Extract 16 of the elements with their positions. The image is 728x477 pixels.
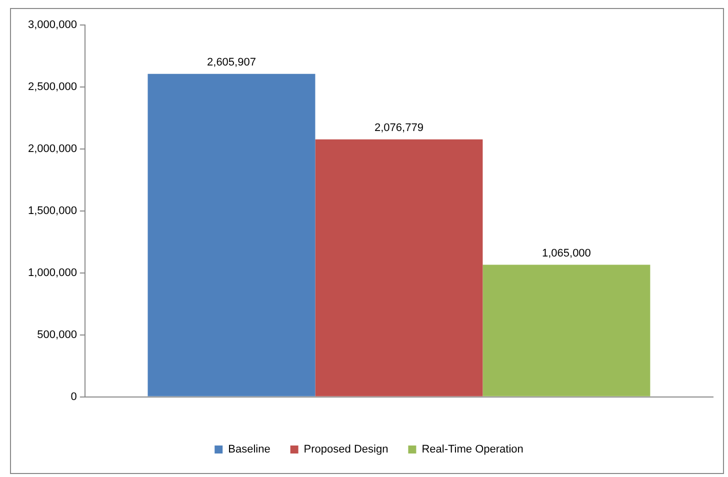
- bar: [148, 74, 316, 396]
- y-tick-label: 2,000,000: [28, 142, 77, 155]
- bar: [315, 139, 483, 396]
- y-tick-label: 0: [70, 390, 77, 403]
- legend-label: Proposed Design: [304, 444, 388, 456]
- y-tick-label: 500,000: [37, 328, 77, 341]
- y-tick-label: 2,500,000: [28, 81, 77, 93]
- data-label: 2,605,907: [207, 56, 256, 68]
- y-tick-label: 3,000,000: [28, 19, 77, 32]
- bar: [482, 264, 650, 396]
- data-label: 1,065,000: [542, 247, 591, 260]
- legend-label: Baseline: [228, 444, 270, 456]
- legend-label: Real-Time Operation: [422, 444, 524, 456]
- y-tick-label: 1,000,000: [28, 266, 77, 279]
- data-label: 2,076,779: [374, 122, 424, 134]
- y-tick-label: 1,500,000: [28, 204, 77, 217]
